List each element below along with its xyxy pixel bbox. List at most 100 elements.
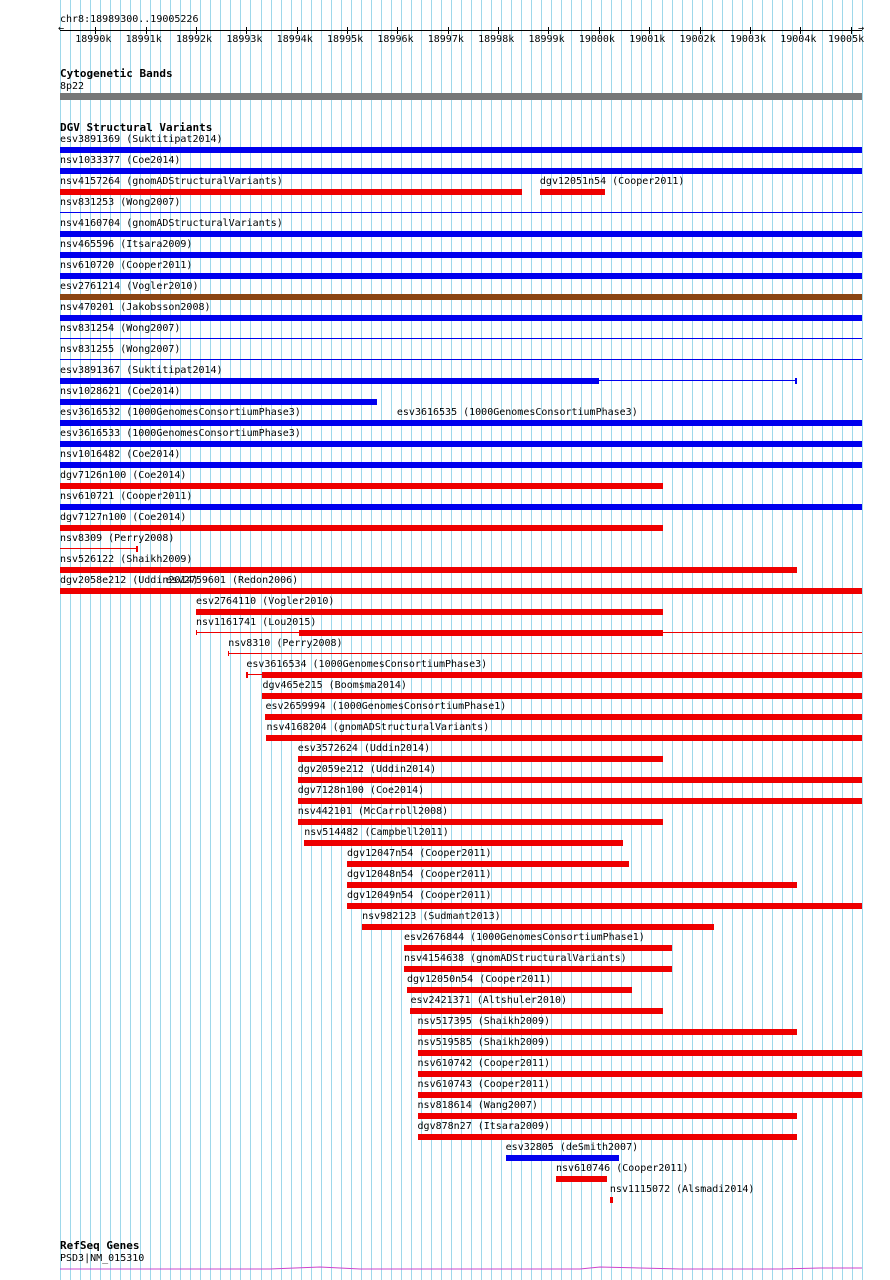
variant-bar[interactable] — [505, 1155, 619, 1161]
variant-bar[interactable] — [403, 945, 673, 951]
variant-label[interactable]: nsv831255 (Wong2007) — [60, 344, 181, 355]
variant-line[interactable] — [228, 653, 862, 654]
variant-label[interactable]: dgv12049n54 (Cooper2011) — [347, 890, 492, 901]
variant-bar[interactable] — [262, 693, 862, 699]
variant-bar[interactable] — [417, 1050, 862, 1056]
variant-bar[interactable] — [304, 840, 623, 846]
variant-label[interactable]: nsv8309 (Perry2008) — [60, 533, 175, 544]
variant-bar[interactable] — [60, 483, 664, 489]
variant-label[interactable]: dgv878n27 (Itsara2009) — [417, 1121, 550, 1132]
variant-label[interactable]: nsv470201 (Jakobsson2008) — [60, 302, 211, 313]
gene-line[interactable] — [60, 1264, 862, 1274]
variant-bar[interactable] — [60, 315, 862, 321]
variant-bar[interactable] — [266, 735, 862, 741]
variant-label[interactable]: dgv12051n54 (Cooper2011) — [539, 176, 685, 187]
variant-line[interactable] — [60, 548, 139, 549]
variant-line[interactable] — [60, 212, 862, 213]
variant-bar[interactable] — [60, 462, 862, 468]
variant-label[interactable]: dgv2058e212 (Uddin2014) — [60, 575, 199, 586]
variant-bar[interactable] — [403, 966, 673, 972]
variant-label[interactable]: nsv610743 (Cooper2011) — [417, 1079, 550, 1090]
variant-bar[interactable] — [60, 504, 862, 510]
variant-bar[interactable] — [60, 420, 862, 426]
variant-bar[interactable] — [60, 294, 862, 300]
variant-bar[interactable] — [556, 1176, 608, 1182]
variant-bar[interactable] — [298, 630, 664, 636]
variant-bar[interactable] — [417, 1071, 862, 1077]
variant-label[interactable]: esv3616534 (1000GenomesConsortiumPhase3) — [246, 659, 488, 670]
variant-bar[interactable] — [60, 525, 664, 531]
variant-bar[interactable] — [60, 147, 862, 153]
variant-label[interactable]: nsv1016482 (Coe2014) — [60, 449, 181, 460]
variant-label[interactable]: nsv1161741 (Lou2015) — [195, 617, 317, 628]
variant-bar[interactable] — [609, 1197, 614, 1203]
variant-bar[interactable] — [417, 1029, 798, 1035]
variant-label[interactable]: dgv2059e212 (Uddin2014) — [297, 764, 437, 775]
variant-label[interactable]: dgv7128n100 (Coe2014) — [297, 785, 425, 796]
variant-bar[interactable] — [60, 567, 798, 573]
variant-bar[interactable] — [195, 609, 664, 615]
variant-bar[interactable] — [417, 1134, 798, 1140]
variant-label[interactable]: dgv465e215 (Boomsma2014) — [262, 680, 407, 691]
variant-bar[interactable] — [60, 231, 862, 237]
variant-label[interactable]: nsv4160704 (gnomADStructuralVariants) — [60, 218, 283, 229]
variant-bar[interactable] — [347, 882, 798, 888]
variant-bar[interactable] — [406, 987, 632, 993]
variant-bar[interactable] — [417, 1092, 862, 1098]
variant-label[interactable]: esv2761214 (Vogler2010) — [60, 281, 199, 292]
variant-label[interactable]: nsv465596 (Itsara2009) — [60, 239, 193, 250]
variant-label[interactable]: esv3616533 (1000GenomesConsortiumPhase3) — [60, 428, 301, 439]
variant-label[interactable]: nsv1028621 (Coe2014) — [60, 386, 181, 397]
variant-bar[interactable] — [297, 798, 862, 804]
variant-label[interactable]: dgv7126n100 (Coe2014) — [60, 470, 187, 481]
variant-label[interactable]: nsv610721 (Cooper2011) — [60, 491, 193, 502]
variant-label[interactable]: esv3891369 (Suktitipat2014) — [60, 134, 223, 145]
variant-label[interactable]: nsv610720 (Cooper2011) — [60, 260, 193, 271]
variant-bar[interactable] — [60, 273, 862, 279]
variant-bar[interactable] — [60, 441, 862, 447]
variant-label[interactable]: nsv514482 (Campbell2011) — [304, 827, 449, 838]
variant-bar[interactable] — [362, 924, 715, 930]
variant-label[interactable]: nsv610742 (Cooper2011) — [417, 1058, 550, 1069]
variant-line[interactable] — [60, 338, 862, 339]
variant-label[interactable]: nsv831253 (Wong2007) — [60, 197, 181, 208]
variant-label[interactable]: nsv526122 (Shaikh2009) — [60, 554, 193, 565]
variant-label[interactable]: dgv12050n54 (Cooper2011) — [406, 974, 552, 985]
variant-label[interactable]: nsv8310 (Perry2008) — [228, 638, 343, 649]
variant-label[interactable]: dgv7127n100 (Coe2014) — [60, 512, 187, 523]
variant-bar[interactable] — [60, 189, 523, 195]
variant-label[interactable]: esv2676844 (1000GenomesConsortiumPhase1) — [403, 932, 645, 943]
variant-label[interactable]: nsv4157264 (gnomADStructuralVariants) — [60, 176, 283, 187]
variant-label[interactable]: nsv831254 (Wong2007) — [60, 323, 181, 334]
variant-label[interactable]: nsv442101 (McCarroll2008) — [297, 806, 449, 817]
variant-label[interactable]: nsv818614 (Wang2007) — [417, 1100, 538, 1111]
variant-bar[interactable] — [60, 588, 862, 594]
variant-bar[interactable] — [347, 903, 862, 909]
variant-bar[interactable] — [410, 1008, 664, 1014]
variant-label[interactable]: esv3616532 (1000GenomesConsortiumPhase3) — [60, 407, 301, 418]
variant-bar[interactable] — [262, 672, 862, 678]
variant-label[interactable]: esv2764110 (Vogler2010) — [195, 596, 335, 607]
variant-bar[interactable] — [297, 756, 664, 762]
variant-bar[interactable] — [265, 714, 862, 720]
variant-label[interactable]: esv2659994 (1000GenomesConsortiumPhase1) — [265, 701, 507, 712]
variant-label[interactable]: nsv4154638 (gnomADStructuralVariants) — [403, 953, 627, 964]
variant-label[interactable]: esv3891367 (Suktitipat2014) — [60, 365, 223, 376]
variant-line[interactable] — [60, 359, 862, 360]
gene-label[interactable]: PSD3|NM_015310 — [60, 1253, 145, 1264]
variant-bar[interactable] — [347, 861, 630, 867]
variant-bar[interactable] — [60, 252, 862, 258]
variant-bar[interactable] — [297, 777, 862, 783]
variant-label[interactable]: esv2759601 (Redon2006) — [165, 575, 299, 586]
variant-label[interactable]: nsv517395 (Shaikh2009) — [417, 1016, 550, 1027]
variant-label[interactable]: esv3616535 (1000GenomesConsortiumPhase3) — [396, 407, 638, 418]
variant-label[interactable]: esv2421371 (Altshuler2010) — [410, 995, 568, 1006]
variant-label[interactable]: nsv4168204 (gnomADStructuralVariants) — [266, 722, 490, 733]
variant-label[interactable]: esv32805 (deSmith2007) — [505, 1142, 639, 1153]
variant-bar[interactable] — [60, 168, 862, 174]
variant-label[interactable]: esv3572624 (Uddin2014) — [297, 743, 431, 754]
variant-label[interactable]: nsv1115072 (Alsmadi2014) — [609, 1184, 755, 1195]
variant-bar[interactable] — [417, 1113, 798, 1119]
variant-label[interactable]: dgv12047n54 (Cooper2011) — [347, 848, 492, 859]
variant-label[interactable]: dgv12048n54 (Cooper2011) — [347, 869, 492, 880]
